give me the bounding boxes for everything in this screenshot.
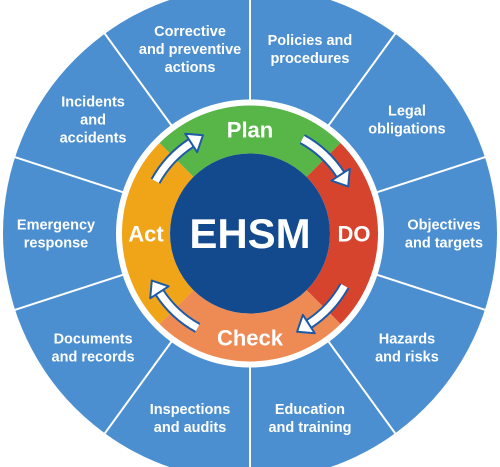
segment-divider (101, 338, 175, 438)
arrow-head (330, 167, 351, 188)
segment-emergency-label: Emergency response (17, 218, 95, 252)
segment-inspections-label: Inspections and audits (150, 402, 231, 436)
phase-act-label: Act (128, 222, 164, 247)
segment-label-line: Documents (54, 332, 133, 348)
segment-label-line: actions (165, 60, 216, 76)
curved-arrow-icon (150, 132, 204, 184)
arrow-head (296, 313, 316, 335)
center-circle (170, 153, 330, 314)
curved-arrow-icon (296, 283, 350, 335)
segment-label-line: Education (275, 402, 345, 418)
arrow-head (149, 279, 170, 300)
segment-label-line: and training (268, 420, 351, 436)
segment-label-line: Legal (388, 103, 426, 119)
phase-plan-arc (159, 105, 341, 177)
segment-label-line: Inspections (150, 402, 231, 418)
segment-policies-label: Policies and procedures (268, 33, 353, 67)
arrow-head (184, 132, 204, 154)
segment-label-line: Emergency (17, 218, 95, 234)
segment-label-line: and records (52, 350, 135, 366)
segment-label-line: and targets (405, 236, 483, 252)
curved-arrow-icon (299, 134, 351, 188)
segment-label-line: and risks (375, 350, 439, 366)
segment-label-line: and audits (154, 420, 227, 436)
segment-education-label: Education and training (268, 402, 351, 436)
segment-label-line: Objectives (407, 218, 480, 234)
phase-check-label: Check (217, 326, 284, 351)
phase-plan-label: Plan (227, 118, 273, 143)
arrow-shaft (300, 135, 344, 177)
segment-label-line: obligations (368, 121, 445, 137)
arrow-shaft (306, 284, 348, 328)
center-label: EHSM (189, 210, 310, 257)
arrow-shaft (152, 139, 194, 183)
segment-divider (325, 338, 399, 438)
segment-objectives-label: Objectives and targets (405, 218, 483, 252)
segment-divider (10, 272, 127, 313)
phase-do-label: DO (338, 222, 371, 247)
phase-do-arc (306, 142, 378, 325)
segment-label-line: and preventive (139, 42, 241, 58)
segment-divider (10, 154, 127, 195)
phase-act-arc (122, 142, 194, 325)
segment-divider (101, 29, 175, 129)
segment-incidents-label: Incidents and accidents (60, 94, 127, 146)
segment-corrective-label: Corrective and preventive actions (139, 24, 241, 76)
segment-documents-label: Documents and records (52, 332, 135, 366)
segment-label-line: Hazards (379, 332, 435, 348)
pdca-ring: Plan DO Check Act (122, 105, 378, 362)
cycle-arrows (149, 132, 351, 335)
segment-divider (325, 29, 399, 129)
segment-labels: Policies and procedures Legal obligations Ob… (17, 24, 483, 436)
segment-divider (373, 154, 490, 195)
curved-arrow-icon (149, 279, 201, 333)
segment-label-line: Policies and (268, 33, 353, 49)
segment-label-line: and (80, 112, 106, 128)
segment-label-line: accidents (60, 130, 127, 146)
segment-hazards-label: Hazards and risks (375, 332, 439, 366)
segment-divider (373, 272, 490, 313)
segment-label-line: procedures (270, 51, 349, 67)
phase-check-arc (159, 290, 341, 362)
arrow-shaft (156, 290, 200, 332)
segment-legal-label: Legal obligations (368, 103, 445, 137)
segment-label-line: response (24, 236, 88, 252)
segment-label-line: Corrective (154, 24, 226, 40)
segment-label-line: Incidents (61, 94, 125, 110)
